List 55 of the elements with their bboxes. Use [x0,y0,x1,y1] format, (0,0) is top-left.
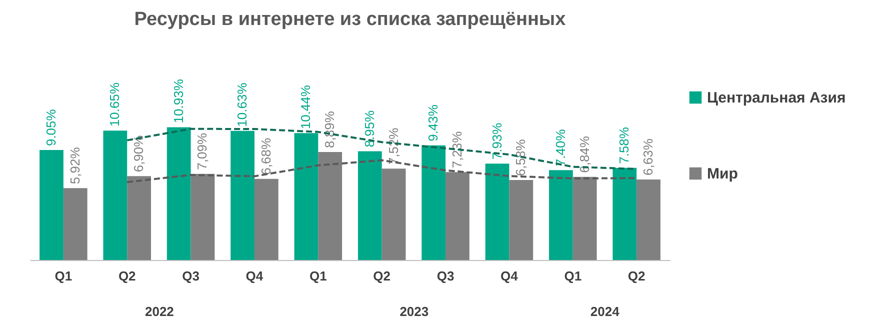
data-label: 6,90% [131,134,146,172]
data-label: 6,58% [513,138,528,176]
bar [509,180,534,260]
bar [485,164,510,260]
bar [166,127,191,260]
text: 2022 [144,304,174,319]
x-tick-label: Q4 [246,268,264,284]
legend-label: Мир [707,166,738,182]
bar [294,133,318,260]
bar [318,152,342,260]
bar [572,176,597,260]
data-label: 7.58% [616,126,632,164]
chart-title: Ресурсы в интернете из списка запрещённых [134,9,566,30]
data-label: 9.05% [43,108,58,146]
data-label: 10.63% [234,82,250,127]
data-label: 10.65% [107,82,122,127]
data-label: 8.95% [362,110,377,148]
data-label: 10.44% [298,84,314,130]
x-tick-label: Q1 [564,268,582,284]
data-label: 6,68% [258,138,274,175]
text: 2024 [590,304,620,319]
bar [612,168,637,260]
data-label: 6,84% [576,136,592,173]
x-tick-label: Q1 [54,268,72,284]
bar [254,178,278,260]
x-tick-label: Q3 [182,268,200,284]
data-label: 6,63% [640,138,656,176]
bar [446,172,470,260]
bar [382,168,406,260]
data-label: 9.43% [426,104,441,142]
bar [549,170,573,260]
x-tick-label: Q1 [309,268,327,284]
x-tick-label: Q4 [500,268,519,284]
data-label: 7,09% [194,132,210,170]
x-tick-label: Q2 [118,268,136,284]
x-tick-label: Q2 [628,268,646,284]
data-label: 10.93% [170,78,186,124]
data-label: 7.93% [489,122,504,160]
bar [40,150,64,260]
bar [422,145,446,260]
bar [230,130,254,260]
bar [190,174,215,260]
bar [63,188,88,260]
bar [358,151,382,260]
data-label: 8,89% [322,110,338,148]
x-tick-label: Q2 [373,268,391,284]
data-label: 7.40% [552,128,568,166]
data-label: 5,92% [67,146,82,184]
data-label: 7,23% [449,130,464,168]
bar [127,176,151,260]
text: 2023 [400,304,429,319]
bar [103,130,128,260]
bar [636,179,660,260]
x-tick-label: Q3 [436,268,454,284]
legend-label: Центральная Азия [707,90,846,106]
